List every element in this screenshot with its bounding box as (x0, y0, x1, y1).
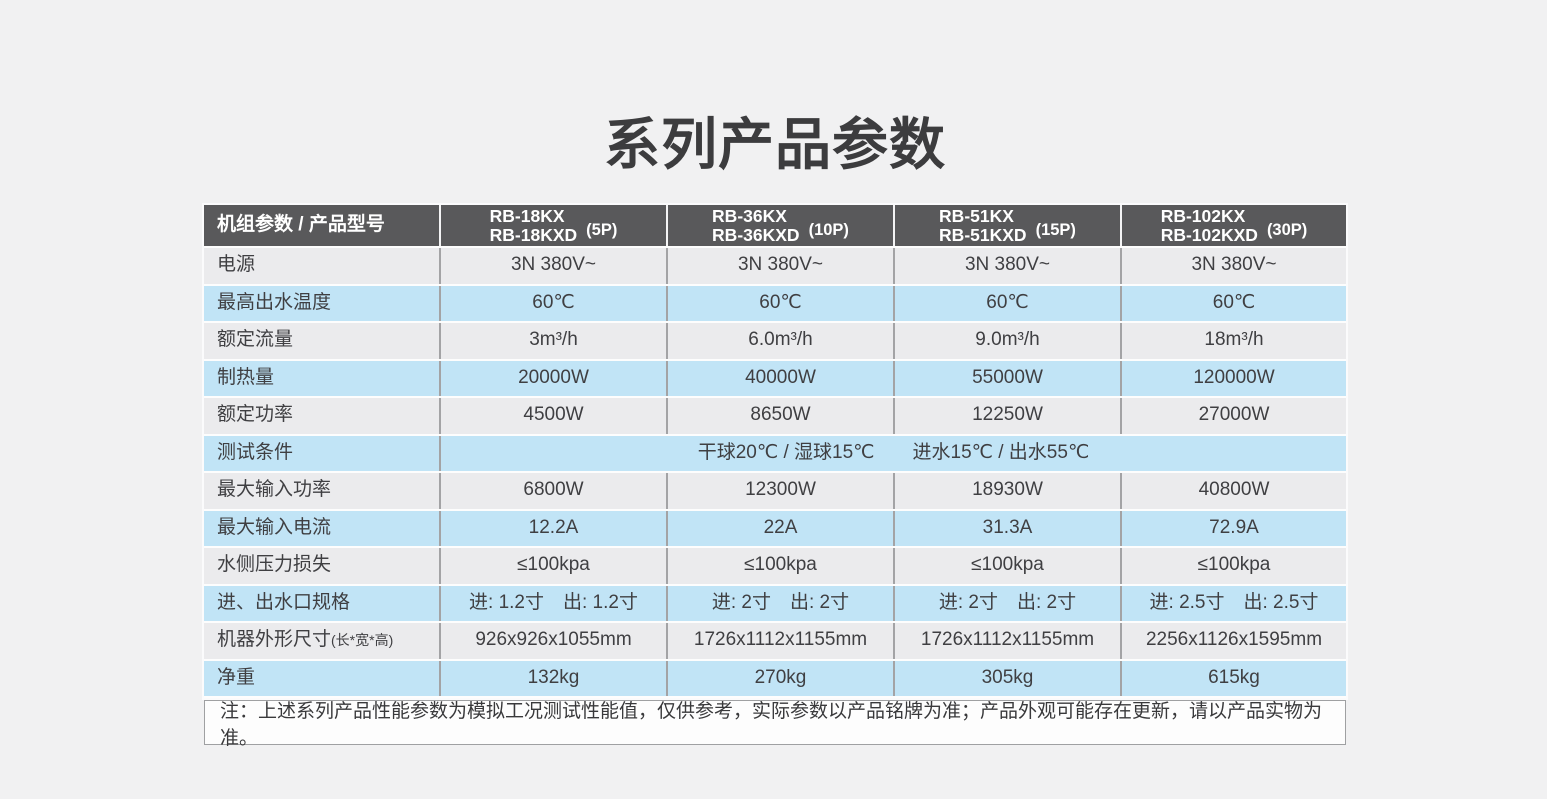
value-cell: 270kg (666, 660, 893, 696)
merged-value-cell: 干球20℃ / 湿球15℃ 进水15℃ / 出水55℃ (439, 435, 1346, 471)
value-cell: 12.2A (439, 510, 666, 546)
param-label: 进、出水口规格 (217, 591, 351, 613)
value-cell: 60℃ (893, 285, 1120, 321)
value-cell: 3N 380V~ (893, 248, 1120, 284)
param-label: 额定功率 (217, 404, 294, 426)
value-cell: 3N 380V~ (666, 248, 893, 284)
value-cell: 4500W (439, 398, 666, 434)
model-name: RB-36KX RB-36KXD (712, 205, 800, 245)
param-label: 制热量 (217, 366, 275, 388)
value-cell: ≤100kpa (1120, 548, 1346, 584)
param-label: 电源 (217, 254, 256, 276)
model-name: RB-102KX RB-102KXD (1160, 205, 1258, 245)
param-label: 净重 (217, 666, 256, 688)
value-cell: 60℃ (666, 285, 893, 321)
value-cell: 1726x1112x1155mm (666, 623, 893, 659)
value-cell: 18m³/h (1120, 323, 1346, 359)
value-cell: 1726x1112x1155mm (893, 623, 1120, 659)
product-spec-table: 机组参数 / 产品型号 RB-18KX RB-18KXD (5P) RB-36K… (202, 203, 1348, 700)
table-row-max-input-current: 最大输入电流 12.2A 22A 31.3A 72.9A (204, 510, 1346, 548)
param-label: 最大输入电流 (217, 516, 332, 538)
value-cell: 40800W (1120, 473, 1346, 509)
param-label: 水侧压力损失 (217, 554, 332, 576)
value-cell: 20000W (439, 360, 666, 396)
model-header-cell-18kx: RB-18KX RB-18KXD (5P) (439, 205, 666, 246)
model-header-cell-36kx: RB-36KX RB-36KXD (10P) (666, 205, 893, 246)
table-row-max-outlet-temp: 最高出水温度 60℃ 60℃ 60℃ 60℃ (204, 285, 1346, 323)
corner-header-cell: 机组参数 / 产品型号 (217, 214, 385, 236)
page-title: 系列产品参数 (604, 113, 946, 176)
param-label: 额定流量 (217, 329, 294, 351)
value-cell: 40000W (666, 360, 893, 396)
table-row-net-weight: 净重 132kg 270kg 305kg 615kg (204, 660, 1346, 698)
model-header-cell-51kx: RB-51KX RB-51KXD (15P) (893, 205, 1120, 246)
value-cell: 3N 380V~ (1120, 248, 1346, 284)
value-cell: 2256x1126x1595mm (1120, 623, 1346, 659)
param-label: 机器外形尺寸 (长*宽*高) (217, 629, 394, 651)
model-horsepower: (10P) (808, 220, 849, 239)
footnote-text: 注：上述系列产品性能参数为模拟工况测试性能值，仅供参考，实际参数以产品铭牌为准；… (220, 700, 1323, 749)
model-name: RB-18KX RB-18KXD (489, 205, 578, 245)
value-cell: 6.0m³/h (666, 323, 893, 359)
table-row-max-input-power: 最大输入功率 6800W 12300W 18930W 40800W (204, 473, 1346, 511)
value-cell: ≤100kpa (439, 548, 666, 584)
value-cell: 305kg (893, 660, 1120, 696)
value-cell: 进: 2寸 出: 2寸 (666, 585, 893, 621)
value-cell: 60℃ (1120, 285, 1346, 321)
value-cell: 进: 2寸 出: 2寸 (893, 585, 1120, 621)
value-cell: 31.3A (893, 510, 1120, 546)
param-label: 最大输入功率 (217, 479, 332, 501)
value-cell: 615kg (1120, 660, 1346, 696)
param-label: 最高出水温度 (217, 291, 332, 313)
table-row-power-supply: 电源 3N 380V~ 3N 380V~ 3N 380V~ 3N 380V~ (204, 248, 1346, 286)
value-cell: 12300W (666, 473, 893, 509)
table-row-rated-flow: 额定流量 3m³/h 6.0m³/h 9.0m³/h 18m³/h (204, 323, 1346, 361)
model-horsepower: (30P) (1266, 220, 1308, 239)
value-cell: 926x926x1055mm (439, 623, 666, 659)
value-cell: ≤100kpa (893, 548, 1120, 584)
value-cell: 9.0m³/h (893, 323, 1120, 359)
value-cell: 132kg (439, 660, 666, 696)
table-row-inlet-outlet-size: 进、出水口规格 进: 1.2寸 出: 1.2寸 进: 2寸 出: 2寸 进: 2… (204, 585, 1346, 623)
value-cell: 6800W (439, 473, 666, 509)
table-row-test-conditions: 测试条件 干球20℃ / 湿球15℃ 进水15℃ / 出水55℃ (204, 435, 1346, 473)
value-cell: 72.9A (1120, 510, 1346, 546)
table-row-water-pressure-loss: 水侧压力损失 ≤100kpa ≤100kpa ≤100kpa ≤100kpa (204, 548, 1346, 586)
table-row-dimensions: 机器外形尺寸 (长*宽*高) 926x926x1055mm 1726x1112x1… (204, 623, 1346, 661)
model-horsepower: (15P) (1035, 220, 1076, 239)
model-name: RB-51KX RB-51KXD (939, 205, 1027, 245)
model-header-cell-102kx: RB-102KX RB-102KXD (30P) (1120, 205, 1346, 246)
value-cell: 18930W (893, 473, 1120, 509)
value-cell: 22A (666, 510, 893, 546)
value-cell: 27000W (1120, 398, 1346, 434)
param-label: 测试条件 (217, 441, 294, 463)
value-cell: 8650W (666, 398, 893, 434)
value-cell: ≤100kpa (666, 548, 893, 584)
model-horsepower: (5P) (586, 220, 618, 239)
value-cell: 120000W (1120, 360, 1346, 396)
footnote: 注：上述系列产品性能参数为模拟工况测试性能值，仅供参考，实际参数以产品铭牌为准；… (204, 700, 1346, 749)
table-row-rated-power: 额定功率 4500W 8650W 12250W 27000W (204, 398, 1346, 436)
value-cell: 进: 1.2寸 出: 1.2寸 (439, 585, 666, 621)
value-cell: 55000W (893, 360, 1120, 396)
value-cell: 3m³/h (439, 323, 666, 359)
value-cell: 12250W (893, 398, 1120, 434)
value-cell: 进: 2.5寸 出: 2.5寸 (1120, 585, 1346, 621)
param-label-suffix: (长*宽*高) (331, 632, 394, 649)
table-row-heating-capacity: 制热量 20000W 40000W 55000W 120000W (204, 360, 1346, 398)
value-cell: 3N 380V~ (439, 248, 666, 284)
value-cell: 60℃ (439, 285, 666, 321)
table-header-row: 机组参数 / 产品型号 RB-18KX RB-18KXD (5P) RB-36K… (204, 205, 1346, 248)
